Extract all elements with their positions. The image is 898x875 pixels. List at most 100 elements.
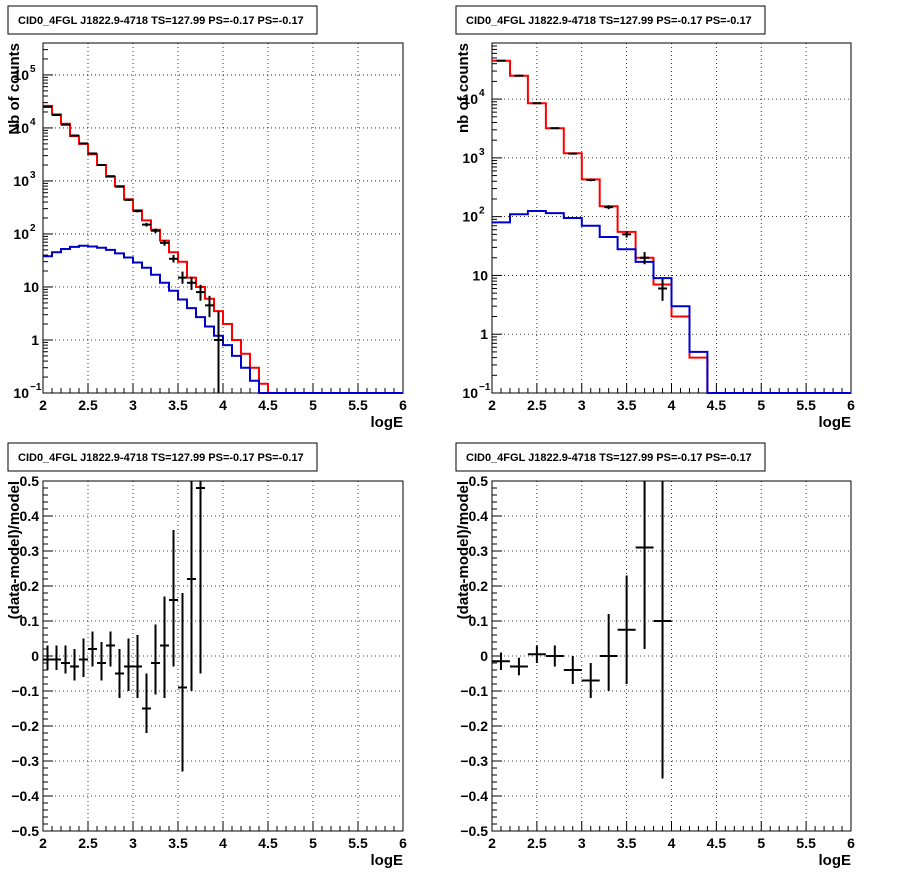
- data-point: [527, 645, 546, 663]
- y-tick-exponent: 3: [30, 170, 36, 181]
- y-tick-label: 10: [13, 120, 29, 136]
- y-axis-ticks: [43, 42, 53, 394]
- y-tick-label: 0.2: [469, 578, 489, 594]
- x-tick-label: 4: [668, 835, 676, 851]
- y-tick-exponent: 2: [479, 206, 485, 217]
- y-tick-exponent: 5: [30, 64, 36, 75]
- x-tick-label: 2.5: [78, 835, 98, 851]
- x-axis-ticks: [42, 821, 404, 831]
- chart-panel-1: CID0_4FGL J1822.9-4718 TS=127.99 PS=-0.1…: [6, 5, 407, 431]
- data-point: [52, 114, 61, 117]
- x-tick-label: 3.5: [168, 397, 188, 413]
- data-point: [124, 198, 133, 201]
- x-tick-label: 5.5: [796, 397, 816, 413]
- data-point: [187, 481, 196, 691]
- y-tick-exponent: −1: [479, 382, 491, 393]
- x-axis-title: logE: [371, 414, 404, 431]
- x-tick-label: 2.5: [527, 397, 547, 413]
- y-tick-label: 10: [23, 279, 39, 295]
- x-tick-label: 3: [578, 397, 586, 413]
- data-point: [550, 127, 560, 130]
- y-axis-ticks: [43, 480, 53, 832]
- data-point: [622, 231, 632, 238]
- data-point: [142, 673, 151, 733]
- x-tick-label: 5.5: [348, 397, 368, 413]
- x-axis-ticks: [491, 821, 852, 831]
- data-point: [79, 638, 88, 677]
- data-point: [563, 656, 582, 684]
- y-tick-label: 10: [462, 385, 478, 401]
- x-tick-label: 2: [39, 835, 47, 851]
- y-tick-label: 10: [472, 267, 488, 283]
- chart-panel-4: CID0_4FGL J1822.9-4718 TS=127.99 PS=-0.1…: [455, 442, 855, 869]
- x-axis-ticks: [42, 383, 404, 393]
- x-tick-label: 4: [219, 835, 227, 851]
- data-point: [88, 631, 97, 667]
- x-tick-label: 3: [129, 835, 137, 851]
- data-point: [43, 105, 52, 108]
- data-point: [509, 657, 528, 676]
- data-point: [653, 481, 672, 779]
- y-tick-label: 10: [462, 91, 478, 107]
- data-point: [532, 102, 542, 105]
- data-point: [106, 175, 115, 178]
- y-tick-label: 0.1: [20, 613, 40, 629]
- data-point: [586, 178, 596, 182]
- x-tick-label: 5: [757, 397, 765, 413]
- y-tick-label: 10: [13, 226, 29, 242]
- y-tick-label: 10: [462, 209, 478, 225]
- title-frame: [455, 5, 766, 35]
- x-tick-label: 2.5: [527, 835, 547, 851]
- data-point: [115, 649, 124, 698]
- chart-title-box: CID0_4FGL J1822.9-4718 TS=127.99 PS=-0.1…: [7, 442, 318, 472]
- x-tick-label: 3.5: [617, 835, 637, 851]
- chart-title: CID0_4FGL J1822.9-4718 TS=127.99 PS=-0.1…: [466, 452, 752, 464]
- x-tick-label: 3: [578, 835, 586, 851]
- data-point: [97, 642, 106, 681]
- x-tick-label: 2.5: [78, 397, 98, 413]
- y-tick-label: 10: [13, 67, 29, 83]
- x-tick-label: 3.5: [168, 835, 188, 851]
- data-point: [604, 205, 614, 210]
- series-3-points: [496, 59, 668, 301]
- data-point: [514, 74, 524, 77]
- y-tick-label: −0.4: [460, 788, 488, 804]
- series-1-step-line: [43, 104, 403, 394]
- y-tick-label: 0.5: [469, 473, 489, 489]
- data-point: [492, 652, 510, 670]
- x-tick-label: 4: [219, 397, 227, 413]
- x-tick-label: 4.5: [258, 397, 278, 413]
- x-tick-label: 4.5: [707, 835, 727, 851]
- x-tick-label: 6: [847, 835, 855, 851]
- data-point: [635, 481, 654, 649]
- data-point: [142, 222, 151, 227]
- grid-lines: [492, 43, 851, 393]
- data-point: [169, 255, 178, 263]
- x-axis-title: logE: [819, 852, 852, 869]
- data-point: [133, 635, 142, 698]
- y-axis-ticks: [492, 42, 502, 394]
- y-tick-label: 10: [462, 150, 478, 166]
- y-tick-label: −0.2: [11, 718, 39, 734]
- y-tick-label: 1: [31, 332, 39, 348]
- data-point: [214, 311, 223, 393]
- y-tick-label: 0.3: [20, 543, 40, 559]
- x-tick-label: 3.5: [617, 397, 637, 413]
- y-tick-exponent: 4: [30, 117, 36, 128]
- data-point: [43, 645, 52, 670]
- y-tick-label: 0.1: [469, 613, 489, 629]
- data-point: [151, 228, 160, 234]
- chart-panel-2: CID0_4FGL J1822.9-4718 TS=127.99 PS=-0.1…: [455, 5, 855, 431]
- x-tick-label: 4.5: [707, 397, 727, 413]
- data-point: [106, 631, 115, 667]
- x-tick-label: 2: [39, 397, 47, 413]
- y-axis-ticks: [492, 480, 502, 832]
- title-frame: [7, 5, 318, 35]
- x-tick-label: 5.5: [796, 835, 816, 851]
- y-tick-label: 10: [13, 385, 29, 401]
- data-point: [115, 185, 124, 188]
- y-tick-label: −0.5: [11, 823, 39, 839]
- x-tick-label: 5: [309, 835, 317, 851]
- y-tick-label: −0.3: [460, 753, 488, 769]
- data-point: [160, 596, 169, 698]
